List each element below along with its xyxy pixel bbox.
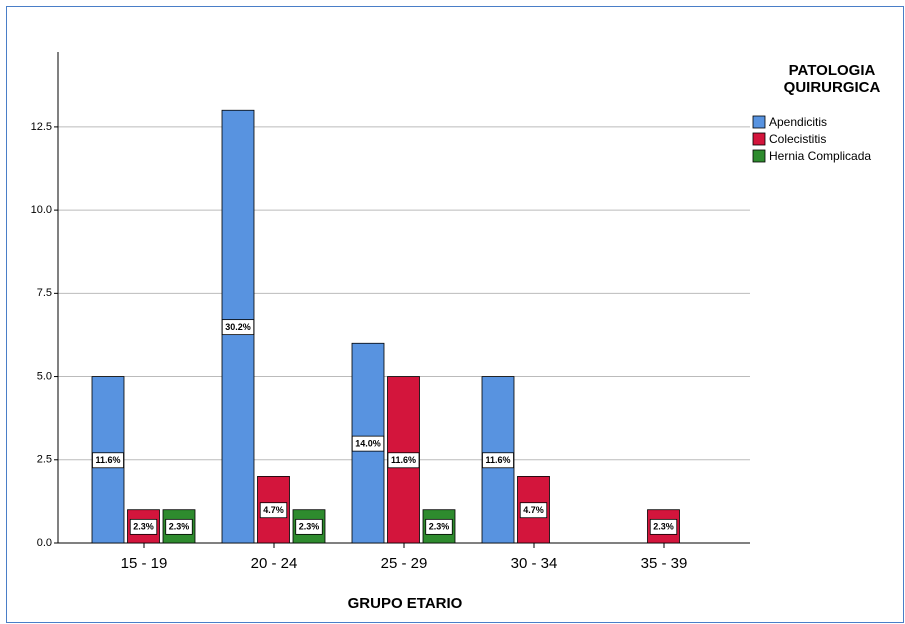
legend-label: Colecistitis — [769, 132, 826, 146]
data-label-text: 11.6% — [485, 455, 510, 465]
data-label: 30.2% — [221, 319, 255, 336]
data-label-text: 4.7% — [263, 505, 284, 515]
x-axis-label: GRUPO ETARIO — [348, 595, 463, 612]
x-tick-label: 15 - 19 — [121, 555, 168, 572]
data-label-box — [482, 452, 514, 469]
data-label-text: 14.0% — [355, 439, 381, 449]
data-label: 2.3% — [165, 518, 193, 535]
legend-label: Apendicitis — [769, 115, 827, 129]
x-tick-label: 20 - 24 — [251, 555, 298, 572]
x-tick-label: 30 - 34 — [511, 555, 558, 572]
data-label-box — [92, 452, 124, 469]
data-label: 4.7% — [519, 502, 548, 519]
y-tick-label: 12.5 — [31, 121, 52, 133]
x-tick-label: 35 - 39 — [641, 555, 688, 572]
data-label: 2.3% — [295, 518, 323, 535]
data-label-box — [425, 518, 453, 535]
data-label-box — [221, 319, 255, 336]
data-label-box — [129, 518, 158, 535]
data-label-text: 2.3% — [653, 522, 674, 532]
data-label-text: 2.3% — [299, 522, 320, 532]
y-tick-label: 10.0 — [31, 204, 52, 216]
data-label-text: 11.6% — [391, 455, 416, 465]
legend-title: PATOLOGIA QUIRURGICA — [784, 62, 881, 96]
data-label-text: 2.3% — [429, 522, 450, 532]
data-label-box — [295, 518, 323, 535]
legend-swatch — [752, 115, 766, 129]
data-label-box — [649, 518, 678, 535]
y-tick-label: 2.5 — [37, 454, 52, 466]
legend-label: Hernia Complicada — [769, 149, 871, 163]
data-label: 11.6% — [92, 452, 124, 469]
data-label-text: 2.3% — [169, 522, 190, 532]
legend-swatch — [752, 149, 766, 163]
data-label-box — [165, 518, 193, 535]
y-tick-label: 7.5 — [37, 287, 52, 299]
data-label-text: 30.2% — [225, 322, 251, 332]
data-label-box — [259, 502, 288, 519]
data-label-text: 2.3% — [133, 522, 154, 532]
data-label: 11.6% — [482, 452, 514, 469]
data-label-box — [519, 502, 548, 519]
data-label: 2.3% — [649, 518, 678, 535]
data-label-box — [387, 452, 420, 469]
data-label: 2.3% — [425, 518, 453, 535]
x-tick-label: 25 - 29 — [381, 555, 428, 572]
data-label: 14.0% — [351, 435, 385, 452]
data-label-box — [351, 435, 385, 452]
data-label: 11.6% — [387, 452, 420, 469]
y-tick-label: 5.0 — [37, 370, 52, 382]
legend-swatch — [752, 132, 766, 146]
data-label-text: 11.6% — [95, 455, 120, 465]
data-label: 4.7% — [259, 502, 288, 519]
data-label-text: 4.7% — [523, 505, 544, 515]
y-tick-label: 0.0 — [37, 537, 52, 549]
data-label: 2.3% — [129, 518, 158, 535]
